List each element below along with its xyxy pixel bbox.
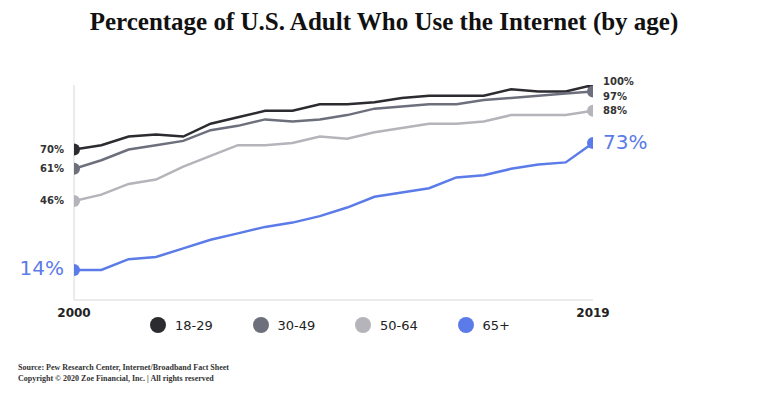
html-text:Source: Pew Research Center, I: Source: Pew Research Center, Internet/Br…	[18, 363, 229, 372]
svg-text:46%: 46%	[40, 195, 64, 206]
html-text:Percentage of U.S. Adult Who U: Percentage of U.S. Adult Who Use the Int…	[89, 8, 679, 35]
svg-text:73%: 73%	[603, 130, 647, 154]
svg-text:61%: 61%	[40, 163, 64, 174]
svg-text:70%: 70%	[40, 144, 64, 155]
svg-text:88%: 88%	[603, 105, 627, 116]
svg-text:100%: 100%	[603, 76, 634, 87]
html-text:65+: 65+	[482, 317, 510, 333]
html-text:30-49: 30-49	[277, 317, 316, 333]
svg-text:2000: 2000	[57, 306, 90, 320]
html-text:18-29: 18-29	[175, 317, 213, 333]
svg-text:97%: 97%	[603, 91, 627, 102]
svg-text:14%: 14%	[20, 256, 64, 280]
html-text:50-64: 50-64	[380, 317, 418, 333]
html-text:Copyright © 2020 Zoe Financial: Copyright © 2020 Zoe Financial, Inc. | A…	[18, 374, 214, 383]
svg-text:2019: 2019	[576, 306, 609, 320]
